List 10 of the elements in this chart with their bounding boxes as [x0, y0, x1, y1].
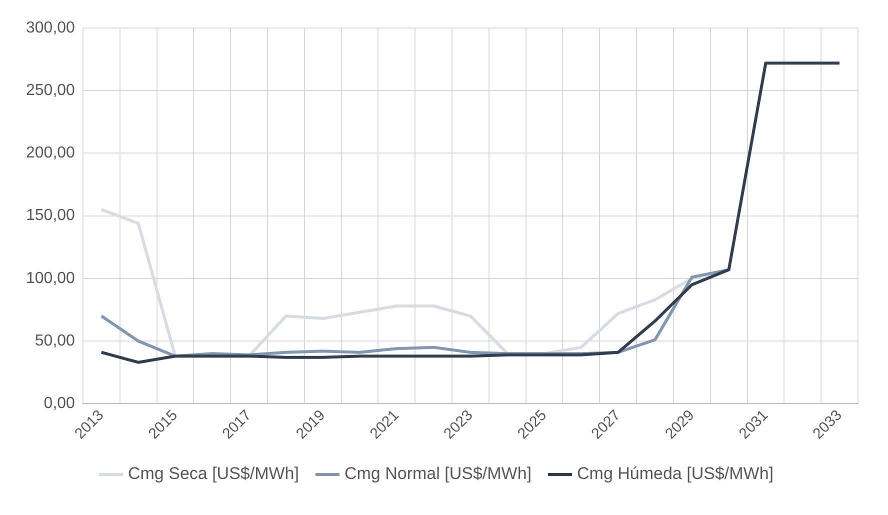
- legend-label: Cmg Húmeda [US$/MWh]: [577, 464, 774, 484]
- y-tick-label: 300,00: [26, 19, 76, 36]
- legend-label: Cmg Seca [US$/MWh]: [128, 464, 299, 484]
- y-tick-label: 100,00: [26, 270, 76, 287]
- y-tick-label: 250,00: [26, 82, 76, 100]
- y-tick-label: 150,00: [26, 207, 76, 224]
- legend-label: Cmg Normal [US$/MWh]: [344, 464, 532, 484]
- y-tick-label: 50,00: [34, 332, 76, 350]
- y-tick-label: 0,00: [44, 395, 76, 412]
- y-tick-label: 200,00: [26, 144, 76, 162]
